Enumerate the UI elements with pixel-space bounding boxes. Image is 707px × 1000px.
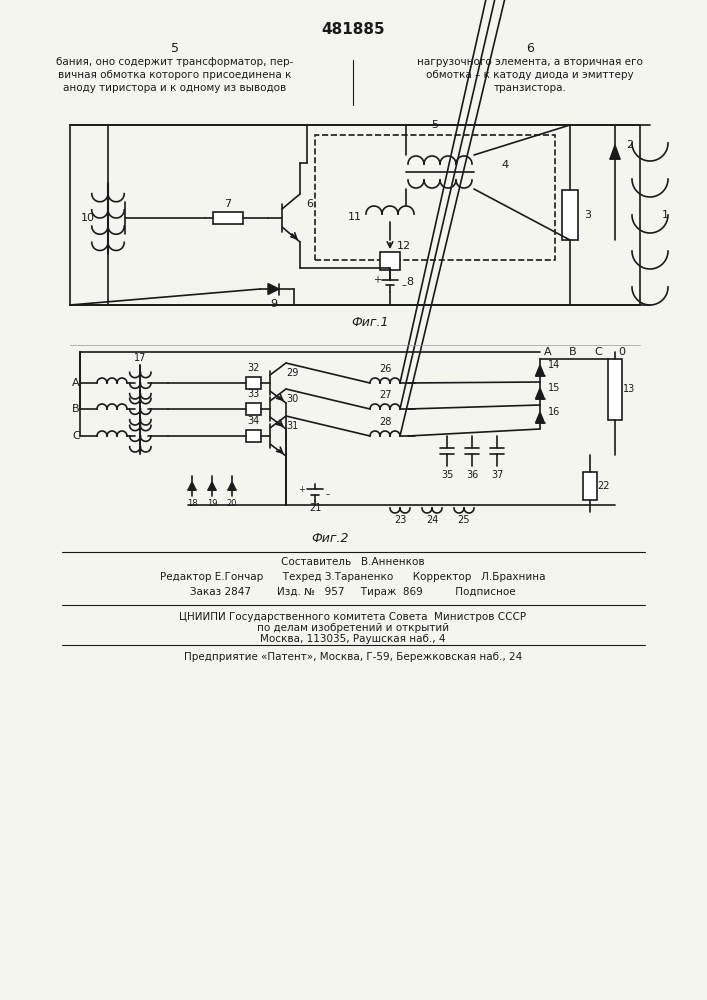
Text: 34: 34 [247, 416, 259, 426]
Text: 14: 14 [548, 360, 560, 370]
Text: +: + [373, 275, 381, 285]
Text: 20: 20 [227, 499, 238, 508]
Polygon shape [268, 284, 279, 294]
Text: 33: 33 [247, 389, 259, 399]
Bar [246, 377, 261, 389]
Text: 37: 37 [491, 470, 503, 480]
Text: 17: 17 [134, 353, 146, 363]
Text: транзистора.: транзистора. [493, 83, 566, 93]
Text: вичная обмотка которого присоединена к: вичная обмотка которого присоединена к [58, 70, 292, 80]
Text: 0: 0 [619, 347, 626, 357]
Text: 6: 6 [307, 199, 313, 209]
Text: 5: 5 [431, 120, 438, 130]
Text: 35: 35 [440, 470, 453, 480]
Polygon shape [188, 482, 196, 490]
Text: 16: 16 [548, 407, 560, 417]
Polygon shape [610, 145, 620, 159]
Text: B: B [569, 347, 577, 357]
Text: Москва, 113035, Раушская наб., 4: Москва, 113035, Раушская наб., 4 [260, 634, 445, 644]
Text: Составитель   В.Анненков: Составитель В.Анненков [281, 557, 425, 567]
Text: 15: 15 [548, 383, 560, 393]
Text: Редактор Е.Гончар      Техред З.Тараненко      Корректор   Л.Брахнина: Редактор Е.Гончар Техред З.Тараненко Кор… [160, 572, 546, 582]
Text: –: – [402, 280, 407, 290]
Text: 2: 2 [626, 140, 633, 150]
Text: C: C [72, 431, 80, 441]
Text: A: A [72, 378, 80, 388]
Text: обмотка – к катоду диода и эмиттеру: обмотка – к катоду диода и эмиттеру [426, 70, 633, 80]
Bar [213, 212, 243, 224]
Text: C: C [594, 347, 602, 357]
Bar [315, 135, 555, 260]
Bar [583, 472, 597, 500]
Text: 27: 27 [379, 390, 391, 400]
Text: 3: 3 [585, 210, 592, 220]
Text: 12: 12 [397, 241, 411, 251]
Text: 11: 11 [348, 212, 362, 222]
Text: 5: 5 [171, 41, 179, 54]
Text: 29: 29 [286, 368, 298, 378]
Text: бания, оно содержит трансформатор, пер-: бания, оно содержит трансформатор, пер- [57, 57, 293, 67]
Bar [562, 190, 578, 240]
Text: 4: 4 [501, 160, 508, 170]
Text: 9: 9 [270, 299, 277, 309]
Text: 13: 13 [623, 384, 635, 394]
Bar [380, 252, 400, 270]
Text: Заказ 2847        Изд. №   957     Тираж  869          Подписное: Заказ 2847 Изд. № 957 Тираж 869 Подписно… [190, 587, 516, 597]
Text: 10: 10 [81, 213, 95, 223]
Text: 8: 8 [407, 277, 414, 287]
Text: 30: 30 [286, 394, 298, 404]
Text: B: B [72, 404, 80, 414]
Text: 26: 26 [379, 364, 391, 374]
Text: по делам изобретений и открытий: по делам изобретений и открытий [257, 623, 449, 633]
Text: 21: 21 [309, 503, 321, 513]
Polygon shape [535, 412, 544, 423]
Text: 6: 6 [526, 41, 534, 54]
Text: ЦНИИПИ Государственного комитета Совета  Министров СССР: ЦНИИПИ Государственного комитета Совета … [180, 612, 527, 622]
Text: 18: 18 [187, 499, 197, 508]
Text: –: – [326, 490, 330, 499]
Text: 7: 7 [224, 199, 232, 209]
Text: Предприятие «Патент», Москва, Г-59, Бережковская наб., 24: Предприятие «Патент», Москва, Г-59, Бере… [184, 652, 522, 662]
Text: Фиг.2: Фиг.2 [311, 532, 349, 544]
Text: 1: 1 [662, 210, 669, 220]
Text: 19: 19 [206, 499, 217, 508]
Text: аноду тиристора и к одному из выводов: аноду тиристора и к одному из выводов [64, 83, 286, 93]
Polygon shape [535, 365, 544, 376]
Text: нагрузочного элемента, а вторичная его: нагрузочного элемента, а вторичная его [417, 57, 643, 67]
Text: 32: 32 [247, 363, 259, 373]
Polygon shape [228, 482, 236, 490]
Polygon shape [535, 388, 544, 399]
Text: 28: 28 [379, 417, 391, 427]
Text: 36: 36 [466, 470, 478, 480]
Text: Фиг.1: Фиг.1 [351, 316, 389, 328]
Bar [246, 430, 261, 442]
Text: 481885: 481885 [321, 22, 385, 37]
Text: 25: 25 [457, 515, 470, 525]
Bar [246, 403, 261, 415]
Text: 22: 22 [597, 481, 610, 491]
Text: +: + [298, 485, 305, 493]
Text: 31: 31 [286, 421, 298, 431]
Text: 23: 23 [394, 515, 407, 525]
Text: 24: 24 [426, 515, 438, 525]
Text: A: A [544, 347, 551, 357]
Bar [608, 359, 622, 420]
Polygon shape [208, 482, 216, 490]
